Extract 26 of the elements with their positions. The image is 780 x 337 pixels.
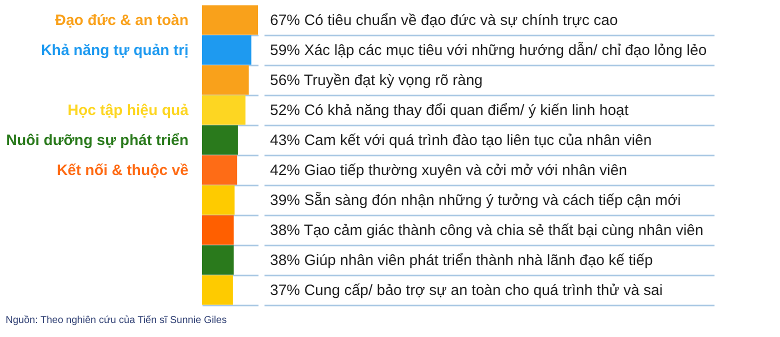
bar	[202, 65, 249, 95]
data-label: 37% Cung cấp/ bảo trợ sự an toàn cho quá trình thử và sai	[270, 282, 663, 299]
data-label: 52% Có khả năng thay đổi quan điểm/ ý kiến linh hoạt	[270, 102, 630, 119]
bar	[202, 95, 246, 125]
data-label: 38% Giúp nhân viên phát triển thành nhà lãnh đạo kế tiếp	[270, 252, 653, 269]
bar	[202, 185, 235, 215]
y-tick-label: Đạo đức & an toàn	[55, 12, 188, 29]
data-label: 38% Tạo cảm giác thành công và chia sẻ thất bại cùng nhân viên	[270, 222, 704, 239]
bar	[202, 215, 234, 245]
bar	[202, 275, 233, 305]
y-tick-label: Học tập hiệu quả	[68, 102, 190, 119]
y-tick-label: Kết nối & thuộc về	[56, 162, 188, 179]
bar	[202, 35, 252, 65]
data-label: 67% Có tiêu chuẩn về đạo đức và sự chính trực cao	[270, 12, 618, 29]
bar	[202, 125, 238, 155]
bar	[202, 155, 238, 185]
data-label: 56% Truyền đạt kỳ vọng rõ ràng	[270, 72, 483, 89]
data-label: 39% Sẵn sàng đón nhận những ý tưởng và cách tiếp cận mới	[270, 192, 681, 209]
bar	[202, 245, 234, 275]
bar	[202, 5, 258, 35]
data-label: 42% Giao tiếp thường xuyên và cởi mở với nhân viên	[270, 162, 628, 179]
data-label: 43% Cam kết với quá trình đào tạo liên tục của nhân viên	[270, 132, 652, 149]
text: Nguồn: Theo nghiên cứu của Tiến sĩ Sunnie Giles	[6, 315, 227, 326]
y-tick-label: Khả năng tự quản trị	[40, 42, 188, 59]
y-tick-label: Nuôi dưỡng sự phát triển	[6, 132, 188, 149]
data-label: 59% Xác lập các mục tiêu với những hướng dẫn/ chỉ đạo lỏng lẻo	[270, 42, 707, 59]
